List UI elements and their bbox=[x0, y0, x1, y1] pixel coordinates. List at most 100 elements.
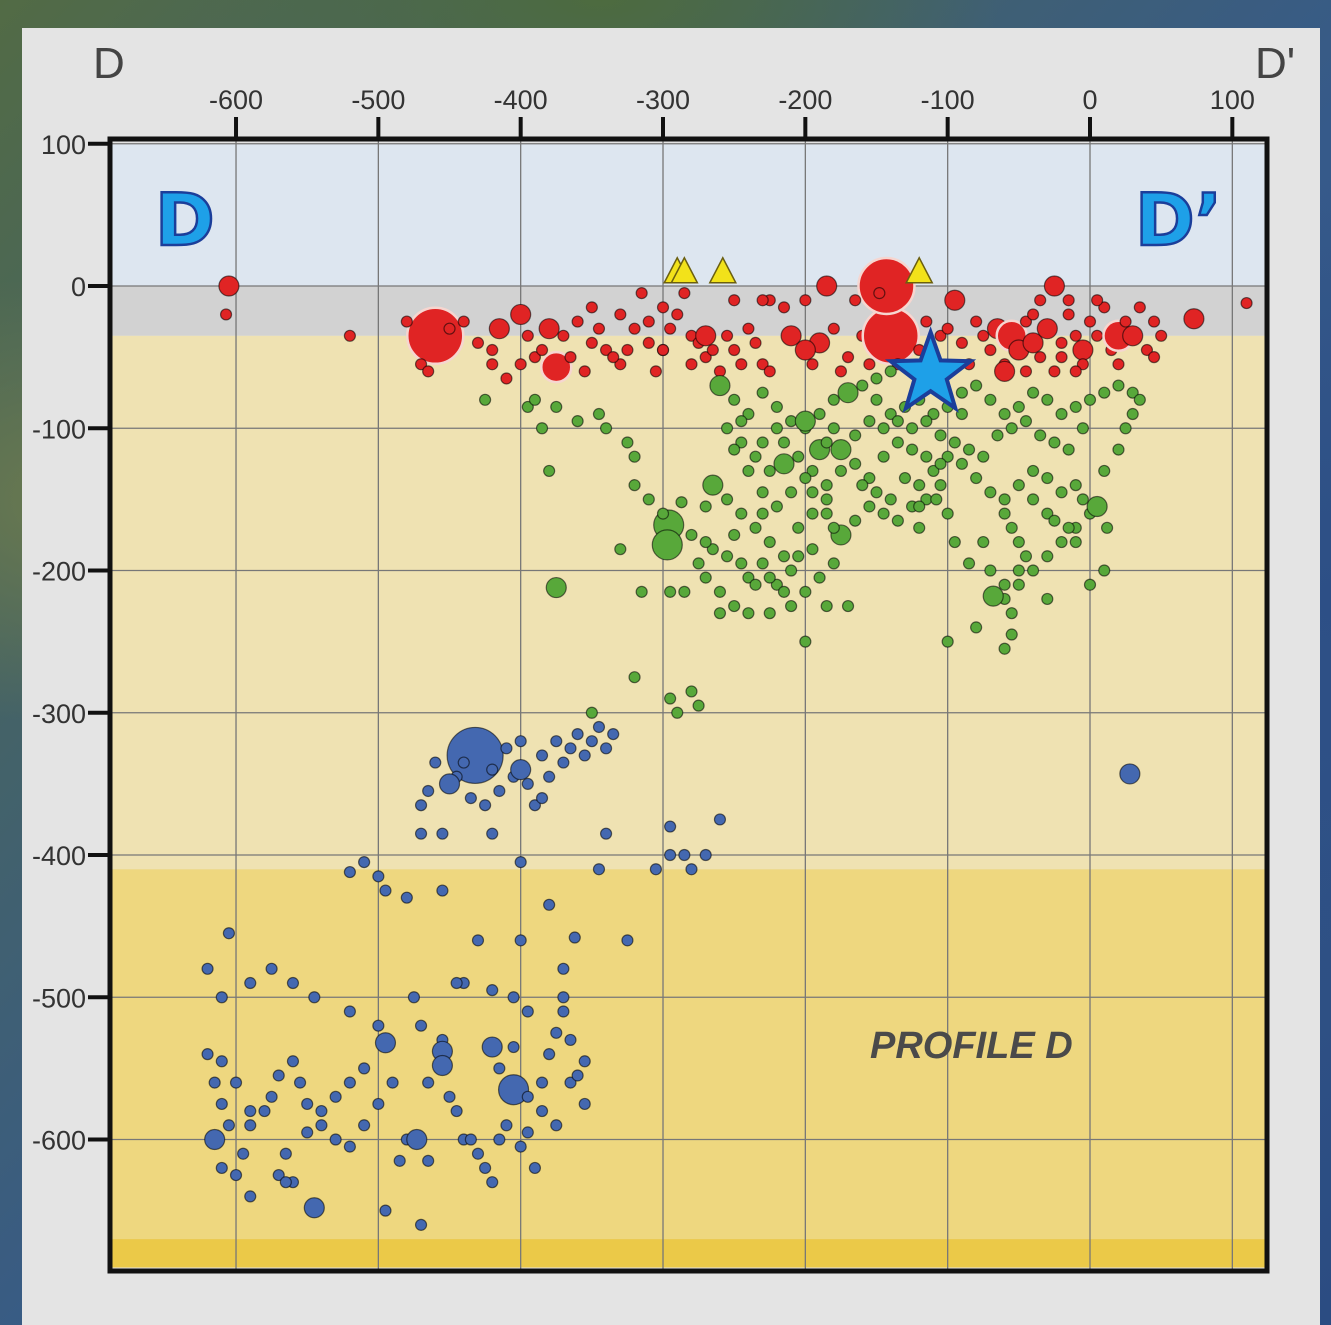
blue-point bbox=[514, 934, 527, 947]
green-point bbox=[830, 438, 852, 461]
y-tick-label: -100 bbox=[32, 414, 86, 444]
blue-point bbox=[386, 1076, 399, 1089]
blue-point bbox=[521, 777, 534, 790]
blue-point bbox=[372, 1019, 385, 1032]
red-point bbox=[218, 275, 240, 297]
green-point bbox=[948, 535, 961, 549]
red-point bbox=[841, 351, 855, 364]
red-point bbox=[1062, 294, 1075, 307]
blue-point bbox=[204, 1128, 226, 1151]
green-point bbox=[720, 422, 734, 435]
green-point bbox=[592, 407, 606, 421]
green-point bbox=[1041, 471, 1054, 485]
blue-point bbox=[258, 1104, 271, 1118]
green-point bbox=[920, 450, 933, 463]
green-point bbox=[742, 607, 755, 620]
green-point bbox=[934, 479, 947, 492]
red-point bbox=[728, 294, 741, 307]
green-point bbox=[1069, 400, 1082, 414]
blue-point bbox=[557, 1005, 570, 1018]
green-point bbox=[984, 393, 997, 406]
red-point bbox=[585, 336, 598, 349]
blue-point bbox=[500, 742, 513, 755]
blue-point bbox=[215, 1055, 228, 1068]
green-point bbox=[792, 550, 805, 563]
red-point bbox=[1119, 315, 1132, 328]
green-point bbox=[735, 436, 748, 449]
blue-point bbox=[450, 1104, 463, 1118]
blue-point bbox=[678, 848, 691, 862]
blue-point bbox=[486, 827, 499, 840]
green-point bbox=[1012, 564, 1025, 577]
red-point bbox=[585, 301, 598, 314]
red-point bbox=[816, 275, 838, 297]
green-point bbox=[675, 496, 688, 509]
depth-layers bbox=[110, 143, 1267, 1268]
green-point bbox=[635, 585, 648, 598]
y-tick-label: -500 bbox=[32, 983, 86, 1013]
red-point bbox=[1140, 343, 1154, 357]
blue-point bbox=[414, 827, 428, 840]
green-point bbox=[756, 507, 769, 520]
red-point bbox=[920, 315, 933, 328]
blue-point bbox=[272, 1168, 285, 1182]
red-point bbox=[735, 358, 748, 371]
blue-point bbox=[457, 756, 470, 769]
green-point bbox=[856, 479, 869, 492]
green-point bbox=[756, 557, 769, 570]
blue-point bbox=[543, 898, 556, 911]
green-point bbox=[991, 429, 1004, 442]
green-point bbox=[1005, 607, 1018, 620]
y-tick-label: 100 bbox=[41, 130, 86, 160]
green-point bbox=[1119, 422, 1132, 435]
green-point bbox=[998, 493, 1011, 506]
y-tick-label: -400 bbox=[32, 841, 86, 871]
green-point bbox=[756, 436, 769, 449]
red-point bbox=[861, 306, 920, 366]
green-point bbox=[891, 514, 904, 527]
red-point bbox=[1034, 351, 1047, 364]
green-point bbox=[535, 422, 549, 435]
profile-label: PROFILE D bbox=[870, 1025, 1073, 1067]
green-point bbox=[970, 379, 983, 392]
blue-point bbox=[500, 1119, 513, 1132]
green-point bbox=[884, 493, 897, 506]
blue-point bbox=[464, 791, 477, 805]
green-point bbox=[685, 685, 698, 698]
green-point bbox=[678, 585, 691, 598]
green-point bbox=[1019, 550, 1033, 563]
red-point bbox=[756, 358, 769, 371]
green-point bbox=[827, 393, 840, 406]
blue-point bbox=[493, 1133, 506, 1146]
green-point bbox=[977, 450, 990, 463]
red-point bbox=[656, 301, 670, 314]
green-point bbox=[948, 436, 961, 449]
green-point bbox=[685, 528, 698, 542]
green-point bbox=[913, 500, 926, 513]
blue-point bbox=[372, 870, 385, 883]
green-point bbox=[742, 464, 755, 478]
blue-point bbox=[535, 1076, 549, 1089]
red-point bbox=[1240, 296, 1253, 310]
blue-point bbox=[535, 791, 549, 805]
volcano-triangle bbox=[904, 256, 934, 284]
green-point bbox=[856, 379, 869, 392]
red-point bbox=[1183, 308, 1205, 330]
green-point bbox=[1026, 464, 1040, 478]
blue-point bbox=[343, 1005, 356, 1018]
green-point bbox=[1041, 550, 1054, 563]
green-point bbox=[735, 557, 748, 570]
blue-point bbox=[201, 962, 214, 975]
red-point bbox=[1091, 329, 1104, 342]
green-point bbox=[1041, 393, 1054, 406]
green-point bbox=[1012, 400, 1025, 414]
red-point bbox=[614, 308, 627, 321]
green-point bbox=[699, 500, 712, 513]
red-point bbox=[695, 325, 717, 347]
blue-point bbox=[436, 827, 449, 840]
green-point bbox=[735, 415, 748, 428]
red-point bbox=[1019, 365, 1033, 378]
green-point bbox=[877, 450, 890, 463]
red-point bbox=[1055, 351, 1068, 364]
green-point bbox=[820, 436, 833, 449]
